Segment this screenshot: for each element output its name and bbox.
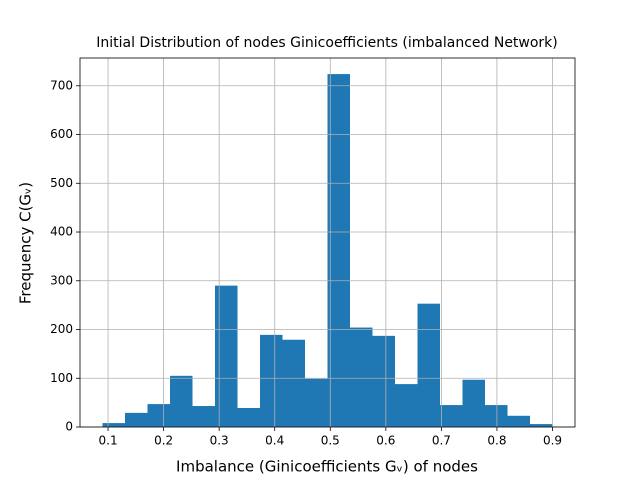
x-axis-label: Imbalance (Ginicoefficients Gᵥ) of nodes [176, 458, 478, 476]
x-tick-label: 0.3 [210, 434, 229, 448]
x-tick-label: 0.6 [376, 434, 395, 448]
y-tick-label: 0 [65, 420, 73, 434]
bar [305, 378, 328, 427]
bar [237, 407, 260, 427]
bar [395, 384, 418, 427]
bar [282, 339, 305, 427]
bar [350, 327, 373, 427]
y-tick-label: 300 [50, 273, 73, 287]
bar [417, 303, 440, 427]
bar [215, 285, 238, 427]
plot-frame [79, 57, 576, 428]
bar [440, 405, 463, 427]
x-tick-label: 0.1 [99, 434, 118, 448]
bar [485, 405, 508, 427]
y-tick-label: 700 [50, 78, 73, 92]
y-axis-label: Frequency C(Gᵥ) [17, 182, 35, 304]
bar [327, 74, 350, 427]
x-tick-label: 0.2 [154, 434, 173, 448]
bar [372, 335, 395, 427]
bar [462, 379, 485, 427]
y-tick-label: 500 [50, 176, 73, 190]
bar [125, 412, 148, 427]
bar [170, 375, 193, 427]
bar [530, 424, 553, 427]
bar [192, 406, 215, 427]
bar [147, 404, 170, 427]
chart-title: Initial Distribution of nodes Ginicoeffi… [96, 35, 558, 51]
x-tick-label: 0.5 [321, 434, 340, 448]
x-tick-label: 0.9 [543, 434, 562, 448]
x-tick-label: 0.7 [432, 434, 451, 448]
y-tick-label: 400 [50, 225, 73, 239]
bar [102, 423, 125, 427]
y-tick-label: 100 [50, 371, 73, 385]
y-tick-label: 200 [50, 322, 73, 336]
x-tick-label: 0.4 [265, 434, 284, 448]
y-tick-label: 600 [50, 127, 73, 141]
bar [260, 334, 283, 427]
x-tick-label: 0.8 [487, 434, 506, 448]
bar [507, 415, 530, 427]
